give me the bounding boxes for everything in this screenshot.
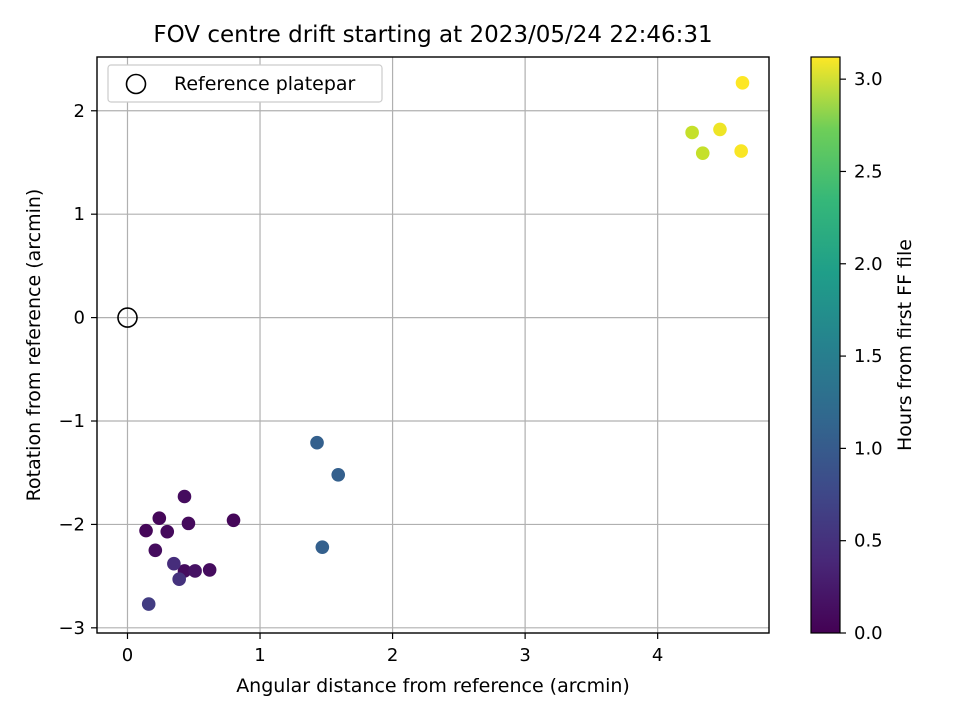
x-tick-label: 1 (254, 645, 265, 666)
scatter-points (117, 76, 750, 611)
data-point (685, 125, 699, 140)
y-tick-label: 2 (74, 101, 85, 122)
data-point (331, 467, 346, 482)
colorbar-tick-label: 1.5 (854, 346, 883, 367)
colorbar-tick-label: 1.0 (854, 438, 883, 459)
data-point (226, 513, 241, 528)
data-point (160, 524, 175, 539)
x-tick-label: 2 (387, 645, 398, 666)
data-point (152, 511, 167, 526)
data-point (141, 597, 156, 611)
x-tick-label: 3 (519, 645, 530, 666)
colorbar-tick-label: 0.5 (854, 531, 883, 552)
grid (97, 57, 769, 633)
data-point (181, 516, 196, 531)
y-axis-label: Rotation from reference (arcmin) (23, 189, 45, 502)
x-axis-label: Angular distance from reference (arcmin) (236, 675, 630, 697)
colorbar-tick-label: 2.0 (854, 254, 883, 275)
data-point (188, 564, 202, 578)
x-tick-label: 4 (652, 645, 663, 666)
y-tick-label: −1 (58, 411, 85, 432)
legend: Reference platepar (107, 64, 383, 103)
y-axis: −3 −2 −1 0 1 2 (58, 101, 97, 639)
data-point (713, 122, 727, 137)
x-tick-label: 0 (122, 645, 133, 666)
y-tick-label: 1 (74, 204, 85, 225)
data-point (148, 543, 163, 558)
data-point (310, 435, 324, 450)
y-tick-label: 0 (74, 308, 85, 329)
x-axis: 0 1 2 3 4 (122, 633, 663, 666)
chart-title: FOV centre drift starting at 2023/05/24 … (153, 22, 712, 48)
data-point (139, 523, 153, 538)
colorbar: 0.0 0.5 1.0 1.5 2.0 2.5 3.0 Hours from first F… (810, 56, 916, 644)
y-tick-label: −2 (58, 514, 85, 535)
data-point (177, 489, 192, 504)
data-point (172, 572, 186, 587)
data-point (695, 146, 710, 160)
plot-area (97, 57, 769, 633)
colorbar-ticks: 0.0 0.5 1.0 1.5 2.0 2.5 3.0 (840, 69, 883, 644)
legend-entry-reference: Reference platepar (174, 73, 356, 95)
y-tick-label: −3 (58, 618, 85, 639)
data-point (315, 540, 330, 554)
legend-marker-reference (125, 73, 147, 95)
colorbar-tick-label: 2.5 (854, 161, 883, 182)
reference-point-marker (117, 307, 138, 328)
plot-frame (96, 56, 770, 634)
legend-box (107, 64, 383, 103)
colorbar-label: Hours from first FF file (894, 239, 916, 451)
data-point (735, 76, 750, 90)
data-point (167, 556, 181, 571)
colorbar-gradient (810, 56, 841, 634)
data-point (734, 144, 748, 158)
data-point (202, 563, 217, 577)
colorbar-tick-label: 3.0 (854, 69, 883, 90)
colorbar-tick-label: 0.0 (854, 623, 883, 644)
